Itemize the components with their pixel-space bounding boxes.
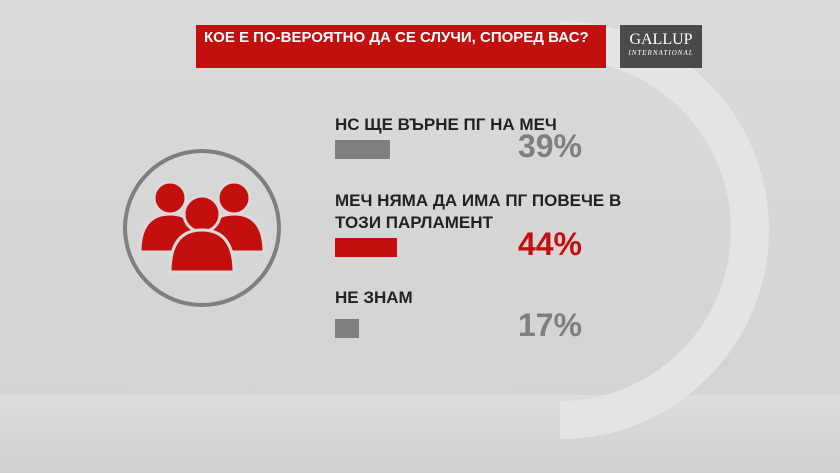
value-label: 17% xyxy=(517,307,582,343)
people-icon xyxy=(138,180,266,274)
value-label: 39% xyxy=(517,128,582,164)
logo: GALLUP INTERNATIONAL xyxy=(620,25,702,68)
category-label: МЕЧ НЯМА ДА ИМА ПГ ПОВЕЧЕ В ТОЗИ ПАРЛАМЕ… xyxy=(335,191,622,232)
icon-circle xyxy=(123,149,281,307)
floor xyxy=(0,395,840,473)
logo-text: GALLUP xyxy=(629,31,693,48)
category-label: НЕ ЗНАМ xyxy=(335,288,413,307)
bar xyxy=(335,319,360,338)
chart-title: КОЕ Е ПО-ВЕРОЯТНО ДА СЕ СЛУЧИ, СПОРЕД ВА… xyxy=(196,25,606,68)
value-label: 44% xyxy=(517,226,582,262)
logo-subtitle: INTERNATIONAL xyxy=(628,49,694,57)
category-label: НС ЩЕ ВЪРНЕ ПГ НА МЕЧ xyxy=(335,115,557,134)
bar xyxy=(335,238,398,257)
bar xyxy=(335,140,391,159)
